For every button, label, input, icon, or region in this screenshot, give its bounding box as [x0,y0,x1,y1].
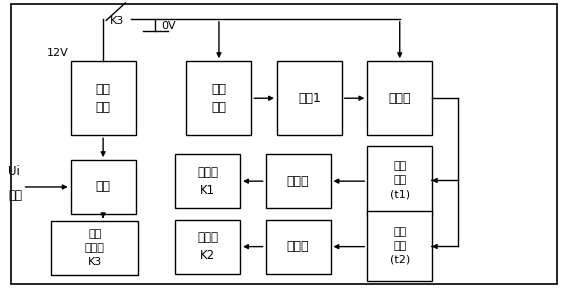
Bar [266,154,331,208]
Bar [71,61,136,135]
Bar [175,154,240,208]
Bar [71,160,136,214]
Bar [277,61,342,135]
Text: 计数器: 计数器 [389,92,411,105]
Text: 降压: 降压 [95,180,111,194]
Text: 分频1: 分频1 [298,92,321,105]
Text: 0V: 0V [161,21,176,31]
Text: 12V: 12V [47,48,69,58]
Text: 继电器
K2: 继电器 K2 [197,231,218,262]
Bar [367,61,432,135]
Bar [175,220,240,274]
Text: 整定
开关
(t1): 整定 开关 (t1) [390,162,410,199]
Text: 瞬动
继电器
K3: 瞬动 继电器 K3 [85,229,105,267]
Bar [367,146,432,215]
Text: 晶体
分频: 晶体 分频 [211,83,227,114]
Text: 储能
电源: 储能 电源 [95,83,111,114]
Text: 继电器
K1: 继电器 K1 [197,166,218,197]
Bar [51,221,138,275]
Text: 整定
开关
(t2): 整定 开关 (t2) [390,227,410,265]
Text: 直流: 直流 [8,189,23,202]
Text: 驱动器: 驱动器 [287,175,309,188]
Bar [367,211,432,281]
Text: K3: K3 [110,16,124,26]
Bar [266,220,331,274]
Text: 驱动器: 驱动器 [287,240,309,253]
Text: Ui: Ui [8,165,20,178]
Bar [186,61,251,135]
